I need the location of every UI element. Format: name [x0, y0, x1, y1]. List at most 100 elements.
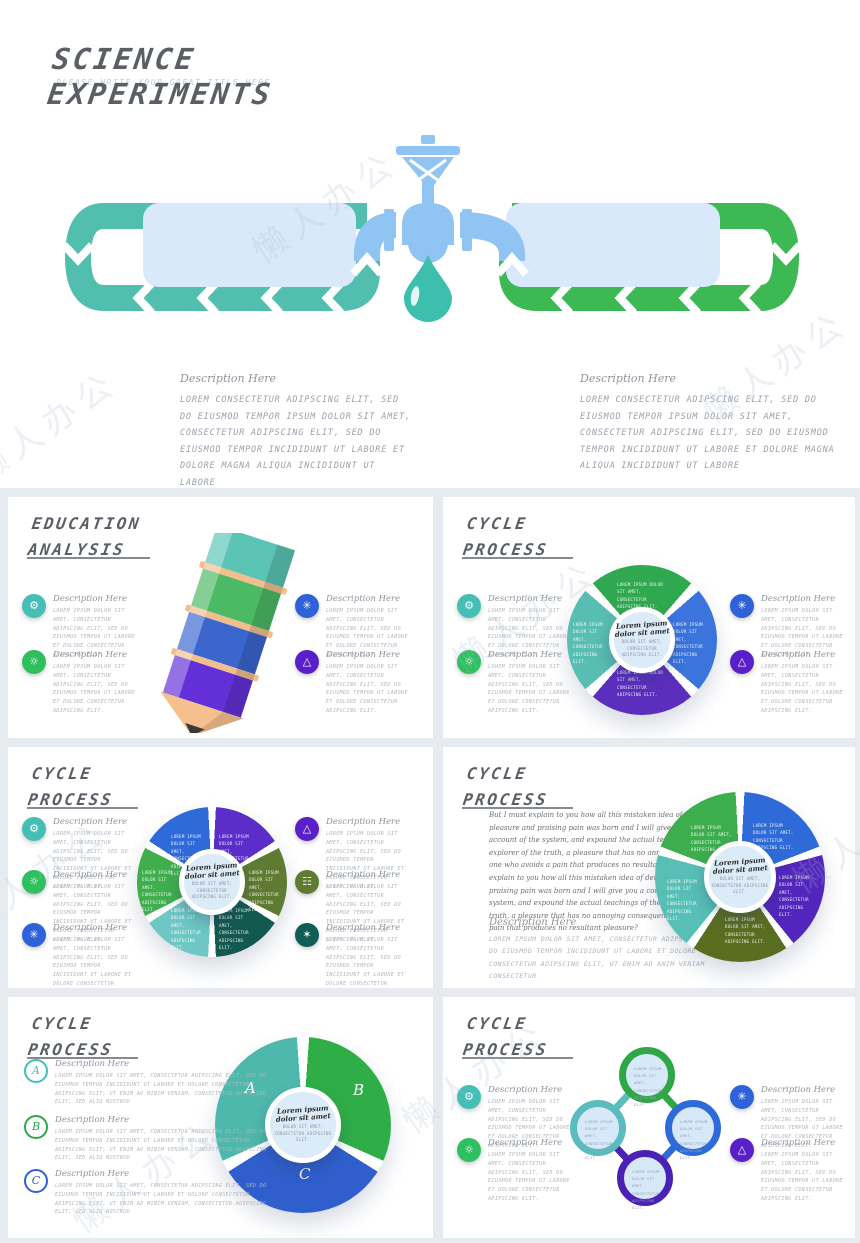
cycle-center-circle: Lorem ipsum dolor sit amet DOLOR SIT AME… [179, 849, 245, 915]
cycle-ring-top: LOREM IPSUM DOLOR SIT AMET, CONSECTETUR … [619, 1047, 675, 1107]
segment-text: LOREM IPSUM DOLOR SIT AMET, CONSECTETUR … [617, 670, 664, 698]
description-body: LOREM IPSUM DOLOR SIT AMET, CONSECTETUR … [761, 664, 843, 714]
atom-icon: ✳ [730, 594, 754, 618]
gear-icon: ⚙ [22, 594, 46, 618]
slide-title-line1: EDUCATION [30, 514, 143, 533]
center-script-text: Lorem ipsum dolor sit amet [614, 617, 670, 639]
pie-label-c: C [299, 1165, 311, 1183]
cycle-ring-right: LOREM IPSUM DOLOR SIT AMET, CONSECTETUR … [665, 1100, 721, 1160]
description-body: LOREM IPSUM DOLOR SIT AMET, CONSECTETUR … [326, 664, 408, 714]
slide-title: CYCLE PROCESS [26, 761, 132, 812]
flask-icon: △ [730, 650, 754, 674]
description-block: ☼ Description Here LOREM IPSUM DOLOR SIT… [22, 870, 137, 944]
slide-title-line1: CYCLE [465, 1014, 529, 1033]
segment-text: LOREM IPSUM DOLOR SIT AMET, CONSECTETUR … [691, 825, 732, 853]
description-block: △ Description Here LOREM IPSUM DOLOR SIT… [295, 817, 410, 891]
description-body: LOREM IPSUM DOLOR SIT AMET, CONSECTETUR … [53, 937, 132, 987]
description-body: LOREM IPSUM DOLOR SIT AMET, CONSECTETUR … [489, 935, 744, 981]
slide-title: EDUCATION ANALYSIS [26, 511, 144, 562]
description-body: LOREM IPSUM DOLOR SIT AMET, CONSECTETUR … [55, 1183, 267, 1216]
center-script-text: Lorem ipsum dolor sit amet [184, 859, 240, 881]
segment-text: LOREM IPSUM DOLOR SIT AMET, CONSECTETUR … [753, 823, 794, 851]
description-block: ⚙ Description Here LOREM IPSUM DOLOR SIT… [457, 1085, 572, 1151]
slide-title: CYCLE PROCESS [461, 761, 567, 812]
slide-title-line2: PROCESS [461, 537, 564, 563]
center-script-text: Lorem ipsum dolor sit amet [712, 854, 768, 876]
faucet-icon [354, 135, 525, 263]
cycle-center-circle: Lorem ipsum dolor sit amet DOLOR SIT AME… [609, 607, 675, 673]
description-body: LOREM IPSUM DOLOR SIT AMET, CONSECTETUR … [53, 884, 132, 943]
segment-text: LOREM IPSUM DOLOR SIT AMET, CONSECTETUR … [725, 917, 766, 945]
slide-cycle-6seg: CYCLE PROCESS LOREM IPSUM DOLOR SIT AMET… [8, 747, 433, 988]
description-block: ☼ Description Here LOREM IPSUM DOLOR SIT… [22, 650, 137, 716]
description-heading: Description Here [488, 1138, 563, 1148]
center-body-text: DOLOR SIT AMET, CONSECTETUR ADIPSCING EL… [274, 1123, 332, 1143]
segment-text: LOREM IPSUM DOLOR SIT AMET, CONSECTETUR … [142, 870, 172, 912]
flask-icon: △ [295, 817, 319, 841]
description-body: LOREM IPSUM DOLOR SIT AMET, CONSECTETUR … [326, 608, 408, 658]
flask-icon: △ [295, 650, 319, 674]
description-block: ✶ Description Here LOREM IPSUM DOLOR SIT… [295, 923, 410, 988]
description-body: LOREM CONSECTETUR ADIPSCING ELIT, SED DO… [180, 395, 411, 488]
description-heading: Description Here [180, 372, 276, 385]
pencil-infographic [160, 533, 296, 733]
description-block: ⚙ Description Here LOREM IPSUM DOLOR SIT… [22, 594, 137, 660]
spark-icon: ✶ [295, 923, 319, 947]
hero-subtitle: PLEASE WRITE YOUR GREAT TITLE HERE [56, 78, 271, 87]
description-heading: Description Here [489, 917, 577, 928]
description-heading: Description Here [488, 594, 563, 604]
description-body: LOREM IPSUM DOLOR SIT AMET, CONSECTETUR … [488, 1152, 570, 1202]
slide-cycle-rings: CYCLE PROCESS LOREM IPSUM DOLOR SIT AMET… [443, 997, 855, 1238]
center-body-text: DOLOR SIT AMET, CONSECTETUR ADIPSCING EL… [191, 880, 233, 900]
water-drop-icon [404, 255, 452, 322]
slide-title-line1: CYCLE [465, 764, 529, 783]
slide-title: CYCLE PROCESS [26, 1011, 132, 1062]
description-body: LOREM IPSUM DOLOR SIT AMET, CONSECTETUR … [53, 664, 135, 714]
gear-icon: ⚙ [457, 594, 481, 618]
ring-text: LOREM IPSUM DOLOR SIT AMET, CONSECTETUR … [632, 1169, 660, 1211]
slide-cycle-4seg: CYCLE PROCESS LOREM IPSUM DOLOR SIT AMET… [443, 497, 855, 738]
atom-icon: ✳ [22, 923, 46, 947]
description-body: LOREM IPSUM DOLOR SIT AMET, CONSECTETUR … [326, 831, 405, 890]
description-body: LOREM IPSUM DOLOR SIT AMET, CONSECTETUR … [488, 664, 570, 714]
cycle-center-circle: Lorem ipsum dolor sit amet DOLOR SIT AME… [265, 1087, 341, 1163]
cycle-ring-bottom: LOREM IPSUM DOLOR SIT AMET, CONSECTETUR … [617, 1150, 673, 1210]
description-body: LOREM IPSUM DOLOR SIT AMET, CONSECTETUR … [53, 831, 132, 890]
description-body: LOREM IPSUM DOLOR SIT AMET, CONSECTETUR … [53, 608, 135, 658]
description-block: ☼ Description Here LOREM IPSUM DOLOR SIT… [457, 650, 572, 716]
description-body: LOREM IPSUM DOLOR SIT AMET, CONSECTETUR … [326, 884, 405, 943]
description-heading: Description Here [761, 594, 836, 604]
description-body: LOREM CONSECTETUR ADIPSCING ELIT, SED DO… [580, 395, 835, 472]
script-paragraph: But I must explain to you how all this m… [489, 811, 753, 933]
hero-slide: PLEASE WRITE YOUR GREAT TITLE HERE SCIEN… [0, 0, 860, 488]
description-block: B Description Here LOREM IPSUM DOLOR SIT… [24, 1115, 270, 1163]
label-a-icon: A [24, 1059, 48, 1083]
description-body: LOREM IPSUM DOLOR SIT AMET, CONSECTETUR … [761, 608, 843, 658]
label-b-icon: B [24, 1115, 48, 1139]
segment-text: LOREM IPSUM DOLOR SIT AMET, CONSECTETUR … [219, 908, 249, 950]
description-block: ✳ Description Here LOREM IPSUM DOLOR SIT… [730, 1085, 845, 1151]
description-block: A Description Here LOREM IPSUM DOLOR SIT… [24, 1059, 270, 1107]
description-body: LOREM IPSUM DOLOR SIT AMET, CONSECTETUR … [488, 608, 570, 658]
hero-title: SCIENCE EXPERIMENTS [45, 42, 280, 113]
people-icon: ☷ [295, 870, 319, 894]
segment-text: LOREM IPSUM DOLOR SIT AMET, CONSECTETUR … [779, 875, 809, 917]
segment-text: LOREM IPSUM DOLOR SIT AMET, CONSECTETUR … [667, 879, 697, 921]
hero-title-line2: EXPERIMENTS [45, 77, 276, 112]
right-pipe [499, 203, 800, 311]
flask-icon: △ [730, 1138, 754, 1162]
description-block: C Description Here LOREM IPSUM DOLOR SIT… [24, 1169, 270, 1217]
description-heading: Description Here [326, 650, 401, 660]
gear-icon: ⚙ [22, 817, 46, 841]
description-heading: Description Here [55, 1059, 130, 1069]
slide-title: CYCLE PROCESS [461, 1011, 567, 1062]
description-heading: Description Here [761, 1138, 836, 1148]
description-block: ✳ Description Here LOREM IPSUM DOLOR SIT… [295, 594, 410, 660]
slide-title-line1: CYCLE [30, 1014, 94, 1033]
bulb-icon: ☼ [457, 1138, 481, 1162]
description-block: ☷ Description Here LOREM IPSUM DOLOR SIT… [295, 870, 410, 944]
description-block: △ Description Here LOREM IPSUM DOLOR SIT… [295, 650, 410, 716]
description-block: Description Here LOREM IPSUM DOLOR SIT A… [489, 917, 745, 982]
bulb-icon: ☼ [22, 650, 46, 674]
pie-label-b: B [353, 1081, 365, 1099]
